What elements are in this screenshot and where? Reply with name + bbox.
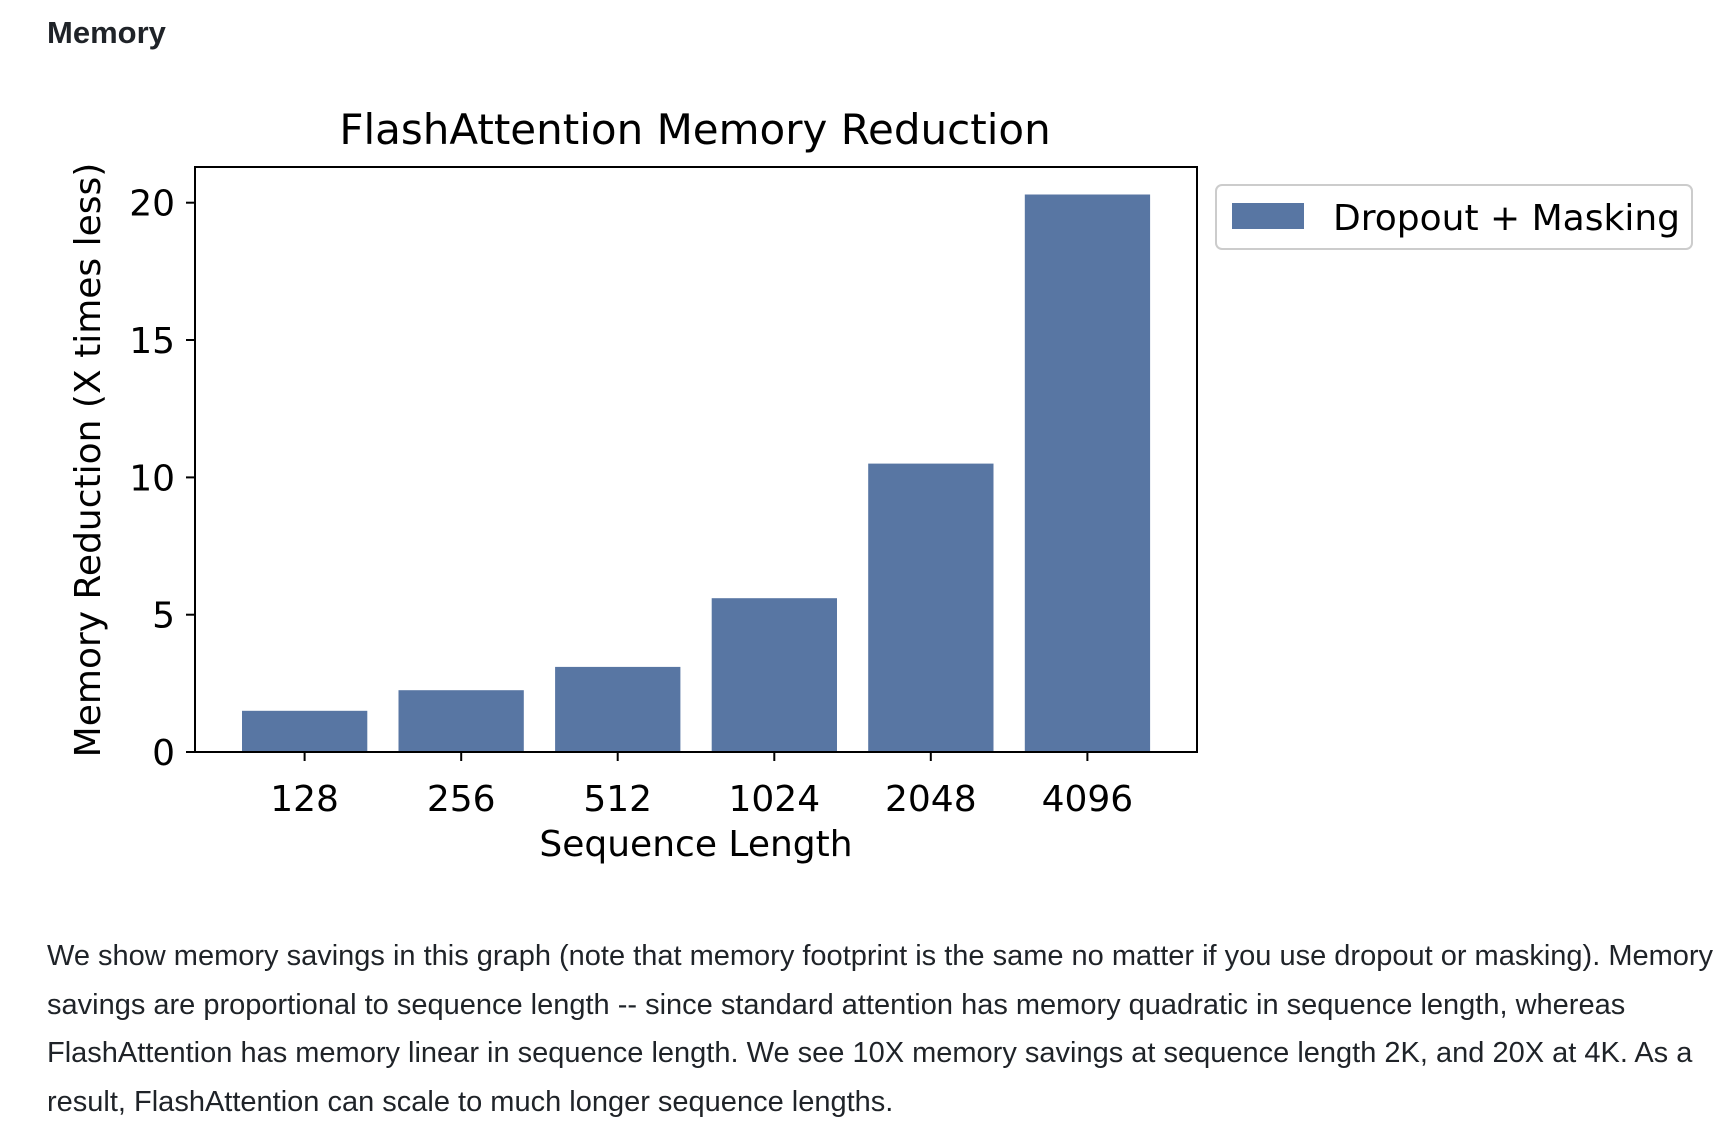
y-tick-label-10: 10 — [129, 458, 175, 499]
x-axis-label: Sequence Length — [539, 824, 852, 865]
plot-frame — [194, 166, 1198, 753]
x-tick-label-128: 128 — [270, 779, 339, 820]
y-tick-label-5: 5 — [152, 596, 175, 637]
x-axis-ticks: 128 256 512 1024 2048 4096 — [270, 752, 1133, 820]
legend-frame — [1215, 184, 1693, 250]
y-tick-label-20: 20 — [129, 184, 175, 225]
bar-256 — [398, 690, 524, 752]
x-tick-label-4096: 4096 — [1042, 779, 1134, 820]
memory-reduction-chart: FlashAttention Memory Reduction 0 5 10 15 20… — [68, 105, 1693, 865]
chart-title: FlashAttention Memory Reduction — [339, 105, 1050, 154]
legend-swatch — [1232, 203, 1304, 229]
description-paragraph: We show memory savings in this graph (no… — [47, 940, 1714, 1118]
y-tick-label-15: 15 — [129, 321, 175, 362]
y-axis-label: Memory Reduction (X times less) — [68, 163, 109, 758]
x-tick-label-512: 512 — [583, 779, 652, 820]
section-heading: Memory — [47, 15, 166, 50]
x-tick-label-1024: 1024 — [728, 779, 820, 820]
bar-2048 — [868, 463, 994, 752]
legend-label-dropout-masking: Dropout + Masking — [1333, 198, 1680, 239]
bars-group — [242, 194, 1151, 752]
bar-512 — [555, 666, 681, 752]
x-tick-label-2048: 2048 — [885, 779, 977, 820]
bar-128 — [242, 710, 368, 752]
y-axis-ticks: 0 5 10 15 20 — [129, 184, 195, 774]
y-tick-label-0: 0 — [152, 733, 175, 774]
legend: Dropout + Masking — [1215, 184, 1693, 250]
bar-4096 — [1024, 194, 1151, 752]
bar-1024 — [711, 598, 837, 752]
x-tick-label-256: 256 — [427, 779, 496, 820]
